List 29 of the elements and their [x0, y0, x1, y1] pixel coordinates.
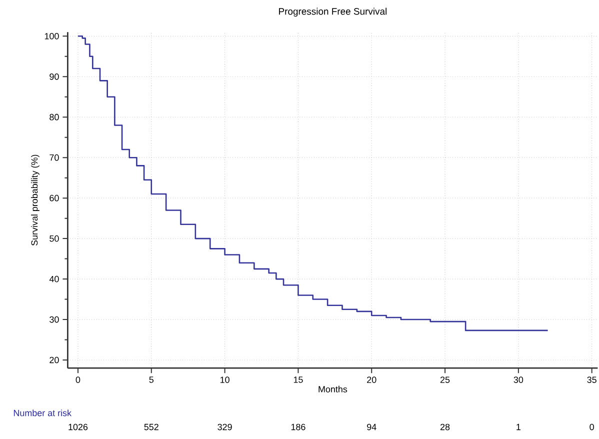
x-axis-title: Months — [318, 386, 348, 392]
text: 94 — [367, 424, 376, 430]
y-tick-label: 70 — [50, 154, 59, 161]
y-tick-label: 80 — [50, 114, 59, 120]
text: 329 — [218, 424, 232, 430]
y-tick-label: 60 — [50, 194, 59, 202]
x-tick-label: 25 — [440, 376, 450, 383]
text: 552 — [144, 424, 158, 430]
text: Number at risk — [14, 410, 72, 416]
chart-title: Progression Free Survival — [279, 8, 386, 17]
text: 1 — [516, 424, 520, 430]
x-tick-label: 0 — [76, 376, 80, 383]
y-tick-label: 50 — [50, 235, 59, 242]
y-tick-label: 40 — [49, 276, 59, 282]
text: 28 — [440, 424, 450, 430]
x-tick-label: 10 — [220, 376, 230, 383]
y-tick-label: 90 — [50, 73, 59, 80]
text: 1026 — [68, 424, 88, 430]
y-tick-label: 30 — [50, 316, 59, 323]
text: 186 — [291, 424, 306, 430]
y-tick-label: 100 — [44, 32, 59, 40]
y-axis-title: Survival probability (%) — [31, 154, 40, 246]
y-tick-label: 20 — [50, 356, 59, 364]
x-tick-label: 35 — [587, 376, 596, 383]
x-tick-label: 20 — [367, 376, 376, 383]
x-tick-label: 30 — [514, 376, 524, 383]
x-tick-label: 5 — [149, 376, 154, 383]
text: 0 — [590, 424, 594, 430]
x-tick-label: 15 — [294, 376, 303, 383]
